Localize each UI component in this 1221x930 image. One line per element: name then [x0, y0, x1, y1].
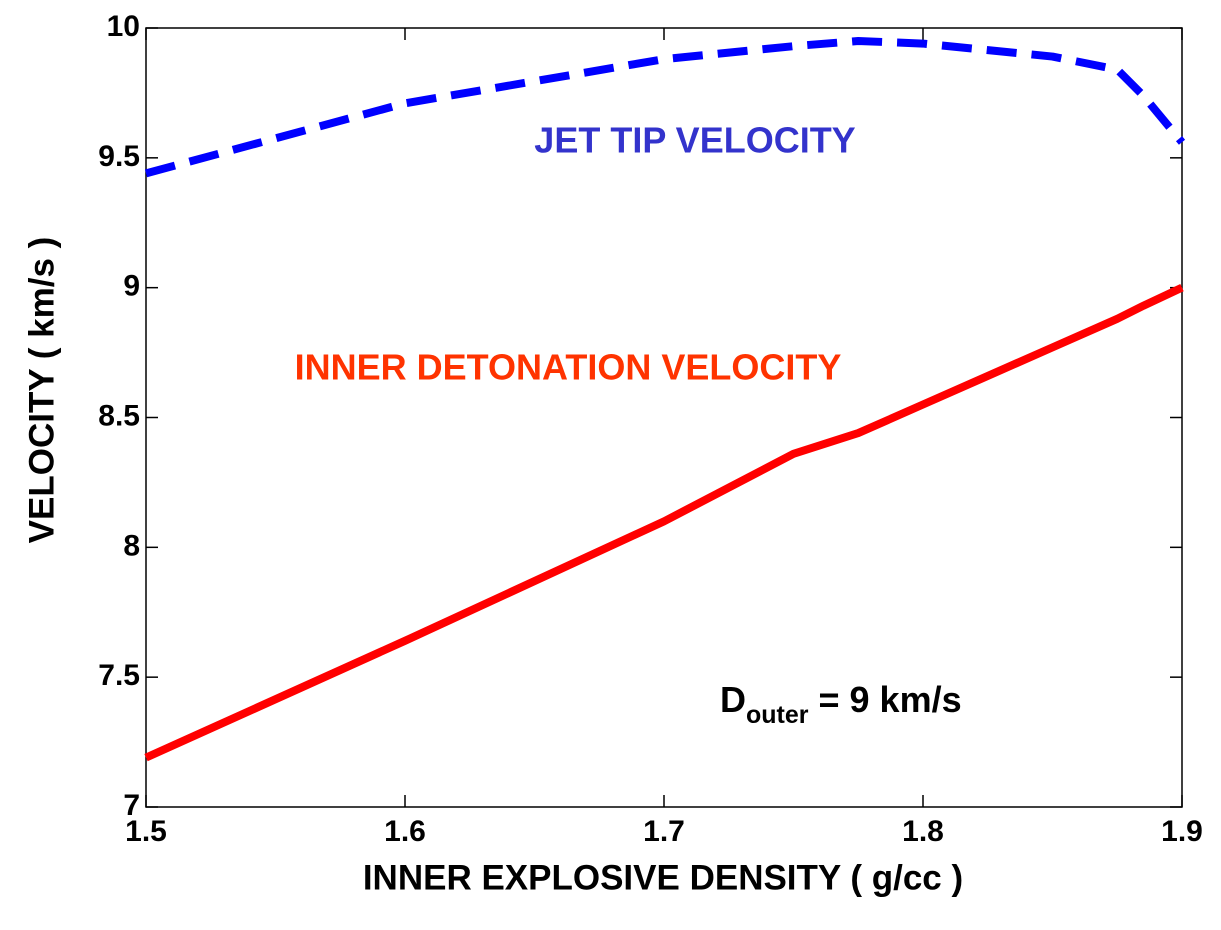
x-tick-label: 1.7 [643, 815, 685, 848]
annotation-sub: outer [746, 701, 809, 729]
data-line [144, 36, 1186, 178]
x-tick-label: 1.5 [125, 815, 167, 848]
series-label: INNER DETONATION VELOCITY [295, 347, 842, 388]
y-tick-label: 7 [123, 789, 140, 822]
x-axis-label: INNER EXPLOSIVE DENSITY ( g/cc ) [363, 858, 963, 897]
y-tick-label: 7.5 [98, 659, 140, 692]
x-tick-label: 1.9 [1161, 815, 1203, 848]
annotation: Douter = 9 km/s [720, 679, 962, 729]
annotation-rest: = 9 km/s [809, 679, 962, 720]
y-tick-label: 8.5 [98, 399, 140, 432]
annotation-main: D [720, 679, 746, 720]
series-label: JET TIP VELOCITY [534, 120, 855, 161]
y-tick-label: 9 [123, 270, 140, 303]
y-tick-label: 8 [123, 529, 140, 562]
y-tick-label: 10 [107, 10, 140, 43]
x-tick-label: 1.6 [384, 815, 426, 848]
y-tick-label: 9.5 [98, 140, 140, 173]
data-line [144, 284, 1184, 762]
y-axis-label: VELOCITY ( km/s ) [22, 237, 61, 544]
x-tick-label: 1.8 [902, 815, 944, 848]
